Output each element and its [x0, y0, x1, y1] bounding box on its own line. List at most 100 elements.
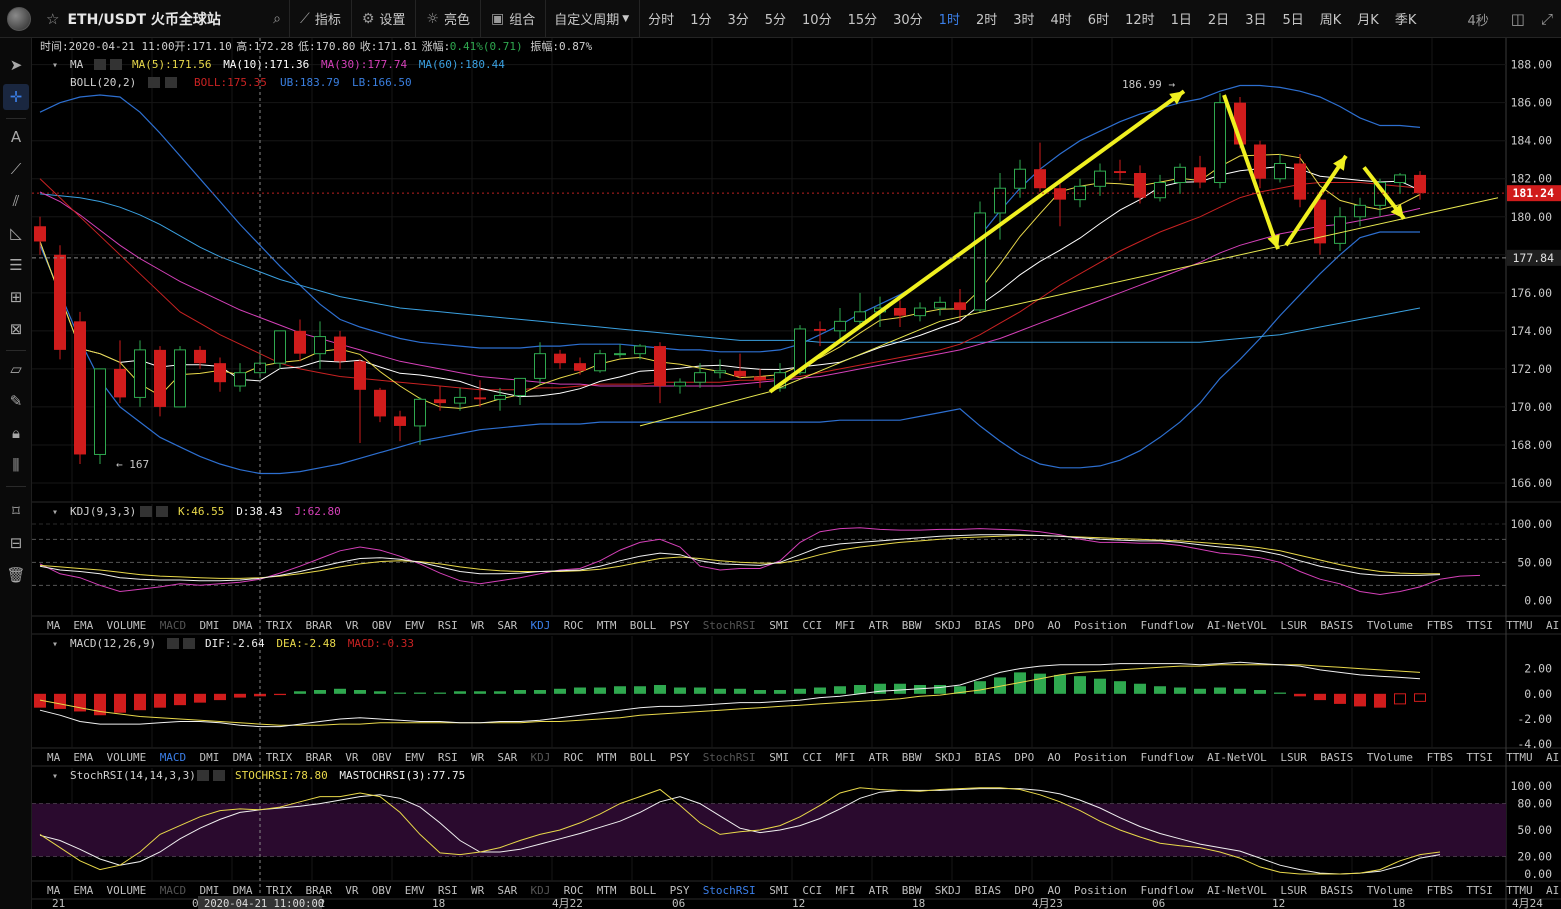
fullscreen-icon[interactable]: ⤢ [1540, 10, 1553, 28]
macd-bar [1334, 693, 1346, 704]
indicator-tab: TTMU [1506, 619, 1533, 632]
line-tool-icon[interactable]: ⟋ [10, 160, 22, 178]
time-cursor-tag [198, 896, 322, 909]
legend-value: MASTOCHRSI(3):77.75 [339, 769, 465, 782]
indicator-tab: BBW [902, 619, 922, 632]
period-2[interactable]: 3分 [727, 13, 749, 28]
mastochrsi-line [39, 788, 1441, 875]
period-3[interactable]: 5分 [764, 13, 787, 28]
top-toolbar: ☆ ETH/USDT 火币全球站 ⌕ ⟋ 指标 ⚙ 设置 ☼ 亮色 ▣ 组合 自定义周期… [0, 0, 1561, 38]
template-icon[interactable]: ⊟ [9, 534, 23, 552]
time-tick: 06 [672, 897, 685, 909]
indicator-tab: BIAS [975, 619, 1002, 632]
macd-bar [194, 693, 206, 703]
macd-bar [494, 691, 506, 694]
price-tick: 174.00 [1510, 324, 1552, 338]
triangle-tool-icon[interactable]: ◺ [10, 224, 22, 242]
trash-icon[interactable]: 🗑︎ [6, 566, 26, 584]
period-4[interactable]: 10分 [802, 13, 832, 28]
ruler-icon[interactable]: ▱ [10, 360, 22, 378]
chart-area[interactable]: 188.00186.00184.00182.00180.00178.00176.… [32, 38, 1561, 909]
indicator-tab: SKDJ [935, 619, 962, 632]
indicator-tab: DMI [200, 884, 220, 897]
pattern-tool-icon[interactable]: ⊠ [9, 320, 23, 338]
macd-bar [1174, 687, 1186, 694]
indicator-tab: CCI [802, 619, 822, 632]
indicator-tab: SMI [769, 884, 789, 897]
legend-name: KDJ(9,3,3) [70, 505, 136, 518]
chevron-down-icon: ▼ [622, 13, 630, 24]
legend-value: DEA:-2.48 [276, 637, 336, 650]
low-marker: ← 167 [116, 458, 149, 471]
stochrsi-line [39, 787, 1441, 875]
arrow-up-1-head [1169, 91, 1184, 105]
text-tool-icon[interactable]: A [10, 128, 22, 146]
macd-bar [1154, 686, 1166, 694]
candle-body [1214, 102, 1226, 184]
legend-lb: LB:166.50 [352, 76, 412, 89]
legend-value: STOCHRSI:78.80 [235, 769, 328, 782]
macd-bar [934, 684, 946, 694]
star-icon[interactable]: ☆ [46, 9, 60, 28]
period-7[interactable]: 1时 [938, 13, 960, 28]
period-15[interactable]: 3日 [1245, 13, 1267, 28]
brush-icon[interactable]: ✎ [9, 392, 23, 410]
macd-bar [774, 690, 786, 694]
period-9[interactable]: 3时 [1013, 13, 1035, 28]
indicator-tab: BASIS [1320, 751, 1353, 764]
period-12[interactable]: 12时 [1125, 13, 1155, 28]
period-14[interactable]: 2日 [1207, 13, 1230, 28]
camera-icon[interactable]: ◫ [1510, 10, 1525, 28]
indicator-tab: BASIS [1320, 884, 1353, 897]
fib-tool-icon[interactable]: ☰ [9, 256, 23, 274]
settings-button[interactable]: ⚙ 设置 [352, 0, 417, 38]
indicator-tab: SKDJ [935, 884, 962, 897]
period-11[interactable]: 6时 [1087, 13, 1110, 28]
channel-tool-icon[interactable]: ⫽ [12, 192, 20, 210]
period-16[interactable]: 5日 [1282, 13, 1304, 28]
candle-body [114, 368, 126, 398]
legend-value: MA(10):171.36 [223, 58, 309, 71]
candle-body [34, 226, 46, 242]
period-10[interactable]: 4时 [1050, 13, 1072, 28]
period-13[interactable]: 1日 [1170, 13, 1192, 28]
symbol-selector[interactable]: ☆ ETH/USDT 火币全球站 ⌕ [38, 0, 290, 38]
candle-body [74, 321, 86, 455]
custom-period-dropdown[interactable]: 自定义周期 ▼ [546, 0, 641, 38]
grid-tool-icon[interactable]: ⊞ [9, 288, 23, 306]
arrow-up-2 [1284, 154, 1348, 247]
indicator-tab: MTM [597, 619, 617, 632]
lock-icon[interactable]: 🔒︎ [12, 424, 20, 442]
indicator-lines [39, 84, 1481, 875]
layout-button[interactable]: ▣ 组合 [481, 0, 547, 38]
macd-bar [134, 693, 146, 711]
indicator-tab: AI-BSI [1546, 751, 1561, 764]
period-19[interactable]: 季K [1394, 13, 1417, 28]
period-18[interactable]: 月K [1357, 13, 1379, 28]
candle-body [574, 363, 586, 371]
macd-bar [374, 691, 386, 694]
indicator-tab: Fundflow [1141, 619, 1194, 632]
period-6[interactable]: 30分 [893, 13, 923, 28]
logo[interactable] [0, 0, 38, 38]
macd-bar [994, 677, 1006, 694]
candle-body [914, 307, 926, 317]
search-icon[interactable]: ⌕ [273, 10, 281, 27]
logo-icon [7, 6, 31, 31]
magnet-icon[interactable]: ⫼ [12, 456, 20, 474]
light-mode-button[interactable]: ☼ 亮色 [416, 0, 481, 38]
macd-bar [1134, 683, 1146, 694]
candle-body [1134, 173, 1146, 198]
indicator-tab: PSY [670, 619, 690, 632]
period-17[interactable]: 周K [1319, 13, 1342, 28]
period-0[interactable]: 分时 [648, 13, 675, 28]
crosshair-icon[interactable]: ✛ [3, 84, 29, 110]
pointer-icon[interactable]: ➤ [9, 56, 23, 74]
bookmark-icon[interactable]: ⌑ [12, 502, 20, 520]
indicator-tab: MFI [836, 751, 856, 764]
period-8[interactable]: 2时 [975, 13, 998, 28]
period-5[interactable]: 15分 [847, 13, 878, 28]
candle-body [1274, 163, 1286, 180]
period-1[interactable]: 1分 [690, 13, 712, 28]
indicator-button[interactable]: ⟋ 指标 [290, 0, 352, 38]
